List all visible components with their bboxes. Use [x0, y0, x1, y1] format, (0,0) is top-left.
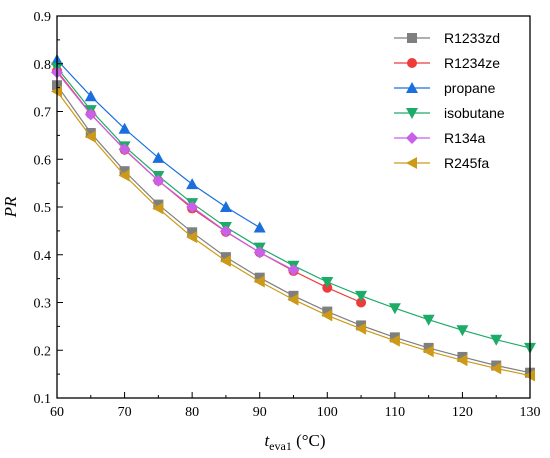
legend-item-propane: propane	[394, 80, 496, 96]
series-r245fa	[51, 85, 535, 382]
data-point-r1234ze	[356, 297, 367, 308]
y-tick-label: 0.4	[34, 249, 52, 264]
y-tick-label: 0.1	[34, 392, 52, 407]
series-r1234ze	[52, 65, 367, 308]
y-tick-label: 0.7	[34, 106, 52, 121]
legend-item-r245fa: R245fa	[394, 155, 489, 171]
x-tick-label: 80	[185, 405, 199, 420]
y-tick-label: 0.3	[34, 297, 52, 312]
data-point-r1233zd	[457, 351, 468, 362]
data-point-r1233zd	[220, 252, 231, 263]
series-line-r134a	[56, 71, 294, 271]
legend-label: R245fa	[444, 155, 489, 171]
legend-marker	[406, 157, 417, 169]
series-propane	[51, 53, 266, 233]
data-point-r1233zd	[356, 320, 367, 331]
data-point-r134a	[118, 143, 131, 156]
data-point-r245fa	[287, 293, 299, 306]
legend-item-r1233zd: R1233zd	[394, 30, 500, 46]
x-tick-label: 130	[520, 405, 541, 420]
data-point-r1233zd	[389, 332, 400, 343]
y-tick-label: 0.2	[34, 344, 52, 359]
data-point-propane	[118, 122, 131, 134]
legend-marker	[406, 132, 418, 144]
data-point-r134a	[287, 264, 300, 277]
x-axis-title-subscript: eva1	[269, 439, 292, 453]
x-tick-label: 60	[50, 405, 64, 420]
data-point-r245fa	[84, 130, 96, 143]
x-tick-label: 70	[118, 405, 132, 420]
data-point-r245fa	[186, 231, 198, 244]
legend-item-isobutane: isobutane	[394, 105, 505, 121]
legend: R1233zd R1234ze propane isobutane R134a R245f…	[394, 30, 505, 171]
data-point-r134a	[84, 108, 97, 121]
axes: 60 70 80 90 100 110 120 130 0.1 0.2 0.3 0.4 0.5 0.6 0.…	[34, 10, 541, 420]
legend-label: propane	[444, 80, 496, 96]
legend-label: R1233zd	[444, 30, 500, 46]
data-point-isobutane	[422, 314, 435, 326]
data-point-propane	[186, 178, 199, 190]
x-axis-title-unit: (°C)	[292, 431, 326, 450]
x-axis-title-main: t	[264, 431, 270, 450]
plot-frame	[56, 15, 531, 399]
data-point-propane	[219, 201, 232, 212]
legend-marker	[407, 33, 417, 43]
x-tick-label: 110	[385, 405, 405, 420]
data-point-isobutane	[388, 303, 401, 315]
data-point-r245fa	[422, 345, 434, 358]
x-axis-title: teva1 (°C)	[264, 431, 325, 453]
data-point-r245fa	[490, 362, 502, 375]
data-point-propane	[152, 151, 165, 163]
legend-item-r134a: R134a	[394, 130, 485, 146]
data-point-isobutane	[321, 276, 334, 288]
y-tick-label: 0.6	[34, 153, 52, 168]
plot-area	[51, 53, 536, 382]
legend-marker	[407, 58, 417, 68]
data-point-propane	[84, 90, 97, 102]
y-tick-label: 0.8	[34, 58, 52, 73]
data-point-r1233zd	[322, 306, 333, 317]
x-tick-label: 90	[253, 405, 267, 420]
legend-label: R134a	[444, 130, 485, 146]
legend-item-r1234ze: R1234ze	[394, 55, 500, 71]
data-point-r1233zd	[187, 227, 198, 238]
data-point-r134a	[186, 201, 199, 213]
data-point-isobutane	[355, 290, 368, 302]
legend-label: isobutane	[444, 105, 505, 121]
data-point-r245fa	[253, 275, 265, 288]
data-point-r134a	[219, 225, 232, 238]
data-point-r134a	[152, 174, 165, 187]
data-point-r1233zd	[254, 272, 265, 283]
x-tick-label: 100	[317, 405, 338, 420]
data-point-r1233zd	[288, 290, 299, 301]
data-point-r1233zd	[153, 199, 164, 210]
legend-marker	[406, 108, 418, 119]
series-line-r1234ze	[56, 70, 362, 304]
data-point-isobutane	[490, 334, 503, 346]
y-tick-label: 0.9	[34, 10, 52, 25]
data-point-r134a	[253, 246, 266, 259]
data-point-r245fa	[355, 322, 367, 335]
data-point-r245fa	[118, 169, 130, 182]
legend-marker	[406, 82, 418, 93]
data-point-r245fa	[456, 354, 468, 367]
data-point-r245fa	[152, 202, 164, 215]
x-tick-label: 120	[452, 405, 473, 420]
data-point-isobutane	[456, 325, 469, 337]
data-point-r245fa	[219, 254, 231, 267]
y-tick-label: 0.5	[34, 201, 52, 216]
legend-label: R1234ze	[444, 55, 500, 71]
data-point-r1233zd	[85, 127, 96, 138]
data-point-r1233zd	[119, 166, 130, 177]
y-axis-title: PR	[1, 196, 20, 218]
data-point-r1233zd	[423, 342, 434, 353]
data-point-r245fa	[321, 309, 333, 322]
data-point-propane	[253, 221, 266, 233]
data-point-r245fa	[388, 334, 400, 347]
series-r134a	[51, 66, 300, 277]
